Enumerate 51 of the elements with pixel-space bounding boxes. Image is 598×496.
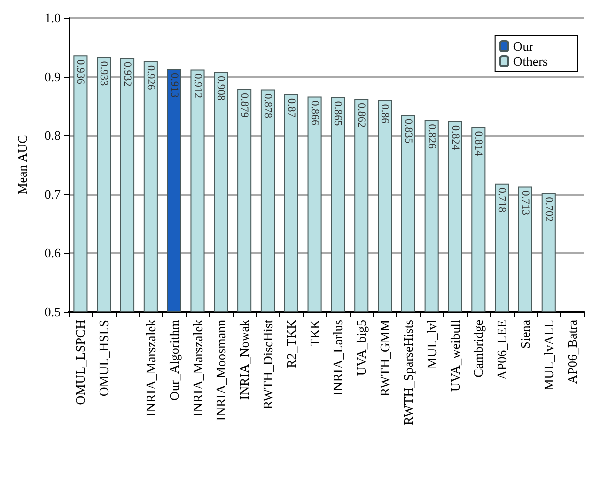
data-label: 0.814	[472, 131, 485, 157]
x-tick-label: AP06_LEE	[494, 320, 510, 380]
data-label: 0.87	[285, 98, 298, 118]
y-tick-label: 0.5	[44, 304, 61, 320]
x-tick-label: OMUL_HSLS	[96, 320, 112, 397]
y-tick-label: 1.0	[44, 10, 61, 26]
data-label: 0.86	[379, 104, 392, 124]
data-label: 0.718	[496, 188, 508, 214]
data-label: 0.713	[519, 190, 532, 216]
x-tick-label: Cambridge	[471, 320, 486, 378]
x-tick-label: INRIA_Nowak	[237, 320, 252, 400]
x-tick-label: MUL_lvl	[424, 320, 440, 370]
data-label: 0.826	[426, 124, 438, 150]
legend-label: Others	[513, 54, 548, 69]
x-tick-label: INRIA_Marszalek	[143, 320, 158, 417]
x-tick-label: INRIA_Moosmann	[214, 320, 229, 422]
x-tick-label: Our_Algorithm	[166, 320, 182, 401]
data-label: 0.912	[192, 74, 204, 98]
data-label: 0.702	[542, 197, 555, 222]
x-tick-label: RWTH_SparseHists	[400, 320, 416, 426]
legend-label: Our	[513, 39, 534, 54]
x-tick-label: TKK	[307, 319, 322, 347]
x-tick-label: R2_TKK	[284, 319, 299, 368]
data-label: 0.913	[168, 73, 180, 98]
y-tick-label: 0.8	[44, 128, 61, 144]
data-label: 0.866	[308, 100, 321, 126]
data-label: 0.908	[215, 76, 228, 102]
y-axis-title: Mean AUC	[15, 135, 30, 195]
x-tick-label: AP06_Batra	[564, 320, 580, 384]
data-label: 0.862	[356, 103, 368, 128]
x-tick-label: RWTH_GMM	[378, 320, 393, 397]
data-label: 0.933	[98, 61, 110, 87]
x-tick-label: UVA_big5	[354, 320, 370, 376]
x-tick-label: Siena	[518, 320, 533, 349]
x-tick-label: UVA_weibull	[448, 320, 463, 392]
data-label: 0.835	[402, 119, 414, 144]
x-tick-label: INRIA_Larlus	[330, 320, 346, 396]
x-tick-label: MUL_lvALL	[541, 320, 556, 391]
data-label: 0.878	[262, 94, 274, 119]
data-label: 0.824	[449, 125, 462, 151]
x-tick-label: OMUL_LSPCH	[73, 320, 88, 406]
y-tick-label: 0.7	[44, 186, 62, 202]
y-tick-label: 0.6	[44, 246, 62, 261]
data-label: 0.926	[144, 66, 157, 91]
data-label: 0.879	[238, 93, 251, 118]
y-tick-label: 0.9	[44, 69, 61, 84]
data-label: 0.932	[122, 62, 134, 87]
data-label: 0.936	[74, 60, 87, 85]
x-tick-label: INRIA_Marszalek	[190, 320, 206, 417]
x-tick-label: RWTH_DiscHist	[260, 320, 276, 410]
data-label: 0.865	[332, 101, 344, 127]
